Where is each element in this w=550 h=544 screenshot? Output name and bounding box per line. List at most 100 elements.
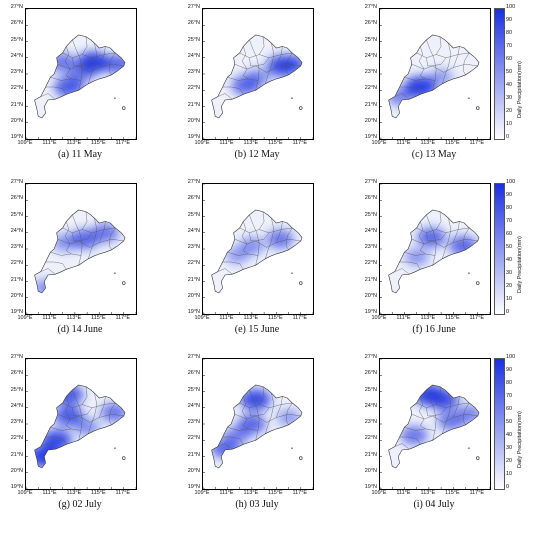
latitude-label: 22°N <box>187 85 200 92</box>
latitude-label: 24°N <box>364 402 377 409</box>
colorbar-tick: 80 <box>506 380 513 386</box>
latitude-label: 24°N <box>187 52 200 59</box>
latitude-label: 23°N <box>10 69 23 75</box>
latitude-label: 21°N <box>10 101 23 108</box>
county-border <box>227 252 259 256</box>
precip-hotspot <box>417 227 446 248</box>
colorbar-tick: 10 <box>506 471 513 477</box>
latitude-label: 19°N <box>187 484 200 490</box>
longitude-label: 117°E <box>292 490 308 496</box>
county-border <box>239 402 293 409</box>
panel-caption: (e) 15 June <box>234 324 280 335</box>
county-border <box>88 218 98 259</box>
latitude-label: 27°N <box>10 179 23 185</box>
county-border <box>222 261 244 270</box>
latitude-label: 24°N <box>187 402 200 409</box>
colorbar-tick: 100 <box>506 4 516 10</box>
panel-caption: (c) 13 May <box>411 149 457 160</box>
latitude-label: 22°N <box>364 85 377 92</box>
longitude-label: 115°E <box>91 140 106 146</box>
province-outline <box>388 34 480 119</box>
county-border <box>72 214 83 266</box>
county-border <box>394 93 410 100</box>
latitude-label: 25°N <box>187 211 200 218</box>
longitude-label: 111°E <box>42 315 57 321</box>
island-marker <box>113 97 116 99</box>
county-border <box>453 221 460 243</box>
longitude-label: 117°E <box>292 315 308 321</box>
county-border <box>72 232 79 242</box>
island-marker <box>476 281 480 285</box>
longitude-label: 113°E <box>420 315 436 321</box>
latitude-label: 24°N <box>364 52 377 59</box>
county-border <box>78 232 93 242</box>
panel-caption: (d) 14 June <box>57 324 103 335</box>
map-svg <box>203 184 313 314</box>
county-border <box>426 57 433 67</box>
latitude-label: 26°N <box>187 195 200 202</box>
county-border <box>241 221 249 255</box>
colorbar-tick: 30 <box>506 270 513 276</box>
county-border <box>276 46 283 68</box>
island-marker <box>299 281 303 285</box>
colorbar <box>494 183 505 315</box>
precip-hotspot <box>54 405 84 427</box>
county-border <box>418 46 426 80</box>
colorbar-tick: 10 <box>506 121 513 127</box>
county-border <box>432 57 447 67</box>
colorbar-tick: 70 <box>506 43 513 49</box>
longitude-label: 111°E <box>219 315 234 321</box>
longitude-label: 111°E <box>219 140 234 146</box>
county-border <box>249 57 256 67</box>
precip-hotspot <box>276 409 301 426</box>
map-frame <box>379 183 491 315</box>
map-svg <box>203 359 313 489</box>
latitude-label: 23°N <box>187 419 200 425</box>
county-border <box>62 227 116 234</box>
precip-hotspot <box>404 248 429 266</box>
colorbar-tick: 70 <box>506 218 513 224</box>
latitude-label: 22°N <box>10 435 23 442</box>
map-svg <box>380 359 490 489</box>
precip-hotspot <box>41 429 72 451</box>
county-border <box>72 57 79 67</box>
province-area <box>388 385 479 468</box>
longitude-label: 115°E <box>268 315 283 321</box>
precip-hotspot <box>52 233 78 252</box>
county-border <box>265 393 275 434</box>
county-border <box>426 214 437 266</box>
latitude-label: 20°N <box>364 292 377 299</box>
county-border <box>426 389 437 441</box>
latitude-label: 19°N <box>364 134 377 140</box>
county-border <box>64 396 72 430</box>
county-border <box>404 252 436 256</box>
colorbar-tick: 70 <box>506 393 513 399</box>
map-svg <box>380 184 490 314</box>
county-border <box>40 93 56 100</box>
longitude-label: 117°E <box>115 140 131 146</box>
latitude-label: 19°N <box>364 309 377 315</box>
precip-hotspot <box>100 403 126 422</box>
colorbar-tick: 40 <box>506 257 513 263</box>
latitude-label: 25°N <box>10 36 23 43</box>
county-border <box>227 427 259 431</box>
colorbar-tick: 100 <box>506 354 516 360</box>
county-border <box>255 232 270 242</box>
province-area <box>34 210 125 293</box>
county-border <box>404 427 436 431</box>
county-border <box>222 436 244 445</box>
colorbar-tick: 50 <box>506 419 513 425</box>
latitude-label: 20°N <box>364 467 377 474</box>
colorbar-tick: 60 <box>506 406 513 412</box>
county-border <box>462 402 470 425</box>
latitude-label: 19°N <box>10 134 23 140</box>
latitude-label: 20°N <box>10 467 23 474</box>
latitude-label: 27°N <box>10 4 23 10</box>
latitude-label: 20°N <box>187 117 200 124</box>
latitude-label: 20°N <box>10 292 23 299</box>
county-border <box>265 218 275 259</box>
latitude-label: 19°N <box>10 484 23 490</box>
latitude-label: 21°N <box>364 276 377 283</box>
latitude-label: 26°N <box>10 20 23 27</box>
county-border <box>62 402 116 409</box>
